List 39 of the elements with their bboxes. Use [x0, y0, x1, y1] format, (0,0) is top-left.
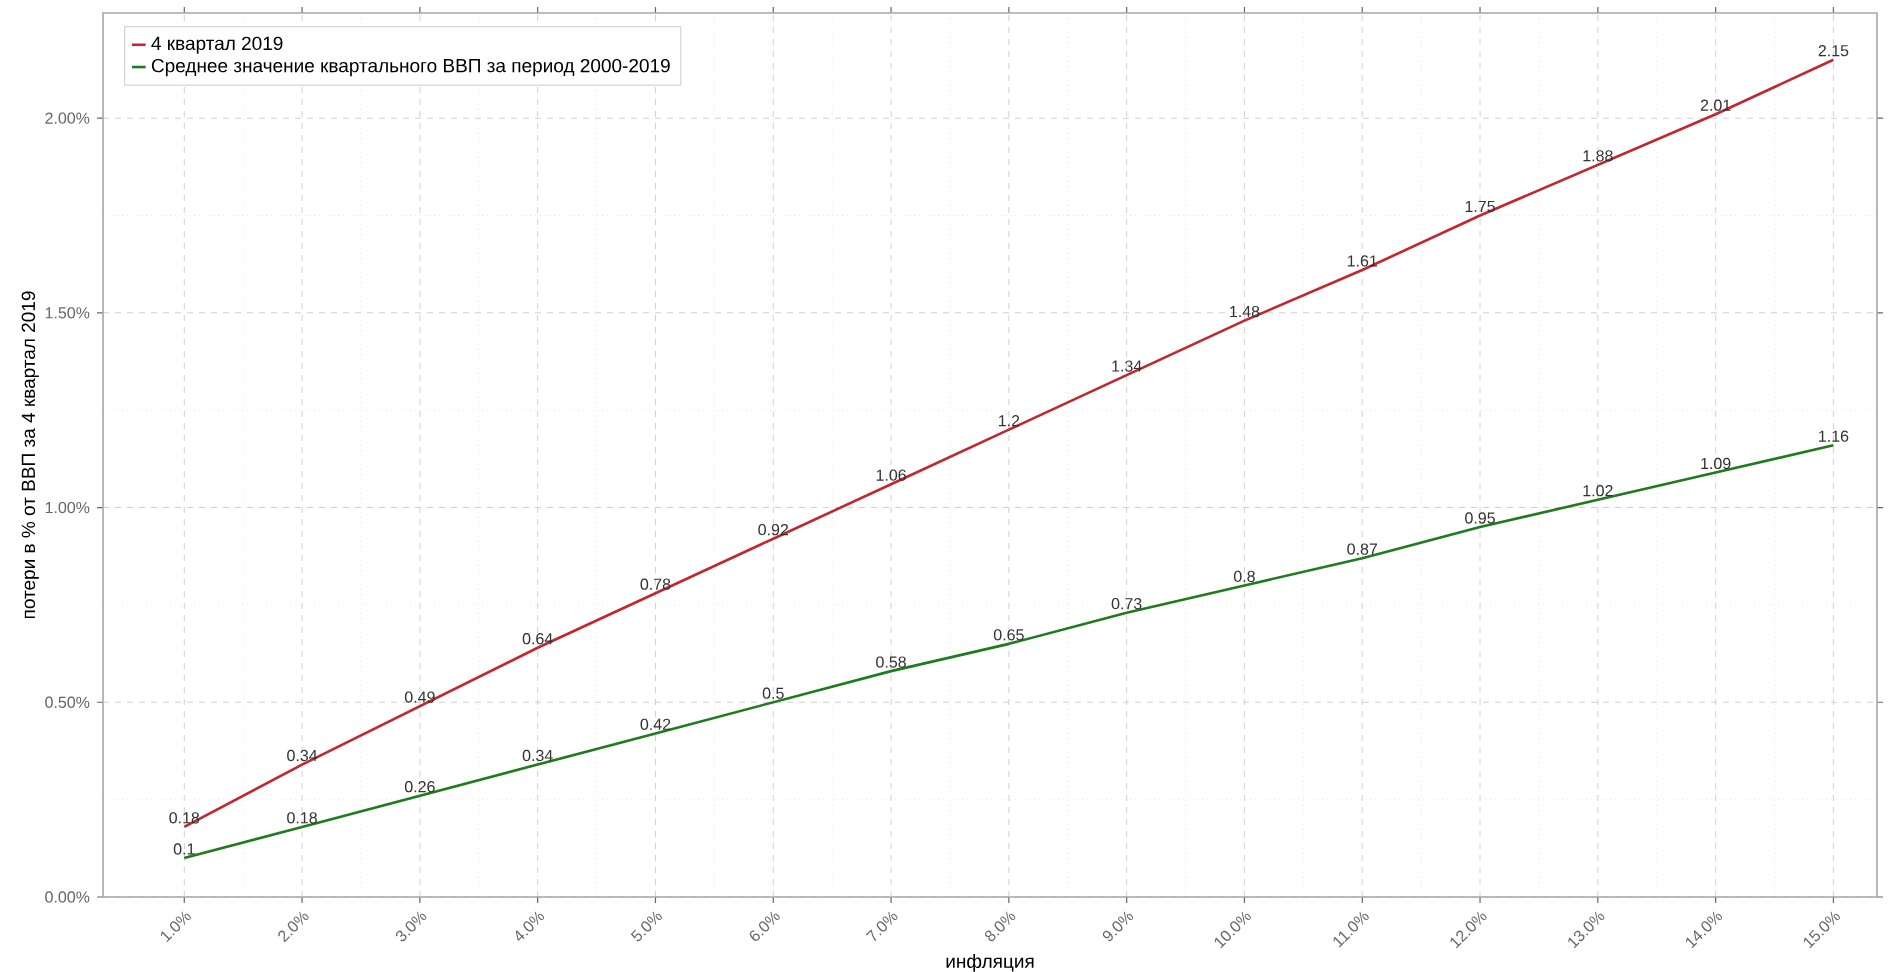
data-label: 0.34: [522, 749, 553, 762]
data-label: 2.01: [1700, 99, 1731, 111]
data-label: 0.87: [1347, 543, 1378, 555]
y-tick-label: 2.00%: [45, 112, 90, 124]
data-label: 0.49: [404, 691, 435, 703]
data-label: 0.34: [287, 749, 318, 762]
y-tick-label: 1.50%: [45, 307, 90, 319]
data-label: 1.48: [1230, 305, 1260, 318]
y-tick-label: 1.00%: [45, 501, 90, 514]
data-label: 0.18: [169, 812, 200, 824]
data-label: 0.92: [758, 523, 789, 536]
data-label: 1.06: [876, 469, 906, 481]
data-label: 0.73: [1111, 597, 1142, 610]
data-label: 0.95: [1465, 512, 1495, 524]
data-label: 0.64: [522, 633, 553, 645]
y-tick-label: 0.00%: [45, 891, 90, 903]
data-label: 1.16: [1819, 430, 1849, 442]
data-label: 0.65: [993, 629, 1024, 641]
data-label: 1.02: [1583, 485, 1613, 497]
data-label: 0.78: [640, 578, 671, 590]
legend-label: 4 квартал 2019: [151, 36, 283, 54]
data-label: 1.75: [1465, 200, 1495, 213]
data-label: 0.58: [876, 656, 906, 668]
data-label: 0.8: [1233, 570, 1255, 583]
y-tick-label: 0.50%: [45, 696, 90, 708]
data-label: 0.5: [762, 687, 784, 699]
data-label: 1.09: [1701, 457, 1731, 470]
data-label: 0.42: [640, 718, 671, 731]
data-label: 0.18: [287, 812, 317, 824]
data-label: 1.61: [1347, 255, 1378, 267]
data-label: 2.15: [1818, 44, 1849, 57]
y-axis-title: потери в % от ВВП за 4 квартал 2019: [21, 291, 39, 619]
data-label: 0.1: [173, 843, 195, 855]
x-axis-title: инфляция: [946, 954, 1034, 972]
data-label: 1.34: [1112, 360, 1142, 372]
legend-label: Среднее значение квартального ВВП за период 2000-2019: [151, 58, 670, 77]
data-label: 0.26: [404, 781, 435, 793]
data-label: 1.2: [998, 415, 1020, 427]
data-label: 1.88: [1583, 150, 1613, 162]
